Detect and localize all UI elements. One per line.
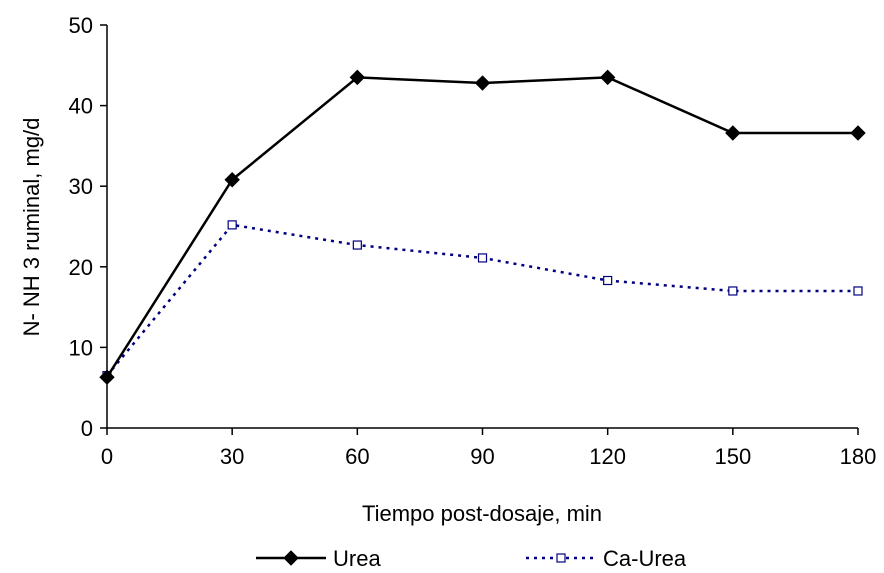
- legend-label-ca-urea: Ca-Urea: [603, 546, 687, 571]
- data-point-ca-urea: [853, 286, 863, 296]
- legend-item-urea: Urea: [256, 546, 381, 571]
- x-tick-label: 30: [220, 444, 244, 469]
- data-point-urea: [599, 69, 616, 86]
- y-tick-label: 40: [69, 94, 93, 119]
- series-line-ca-urea: [106, 223, 858, 377]
- legend-label-urea: Urea: [333, 546, 381, 571]
- data-point-ca-urea: [728, 286, 738, 296]
- data-point-urea: [349, 69, 366, 86]
- legend-marker-ca-urea: [556, 553, 566, 563]
- y-ticks: 0 10 20 30 40 50: [69, 13, 107, 441]
- series-layer: [99, 69, 866, 385]
- x-tick-label: 150: [714, 444, 751, 469]
- data-point-urea: [99, 369, 115, 385]
- data-point-urea: [850, 125, 866, 141]
- y-tick-label: 0: [81, 416, 93, 441]
- data-point-ca-urea: [603, 275, 613, 286]
- data-point-urea: [725, 125, 741, 141]
- series-line-urea: [105, 76, 858, 378]
- x-tick-label: 180: [840, 444, 877, 469]
- x-tick-label: 90: [470, 444, 494, 469]
- data-point-ca-urea: [227, 220, 237, 230]
- x-tick-label: 60: [345, 444, 369, 469]
- x-tick-label: 120: [589, 444, 626, 469]
- series-ca-urea: [102, 220, 863, 381]
- legend: Urea Ca-Urea: [256, 546, 687, 571]
- x-tick-label: 0: [101, 444, 113, 469]
- data-point-ca-urea: [477, 253, 488, 263]
- legend-marker-urea: [283, 550, 299, 566]
- y-axis-title: N- NH 3 ruminal, mg/d: [19, 118, 44, 337]
- y-tick-label: 50: [69, 13, 93, 38]
- data-point-ca-urea: [352, 240, 362, 250]
- x-ticks: 0 30 60 90 120 150 180: [101, 428, 876, 469]
- y-tick-label: 10: [69, 335, 93, 360]
- data-point-urea: [224, 172, 240, 188]
- y-tick-label: 30: [69, 174, 93, 199]
- y-tick-label: 20: [69, 255, 93, 280]
- series-urea: [99, 69, 866, 385]
- legend-item-ca-urea: Ca-Urea: [526, 546, 687, 571]
- x-axis-title: Tiempo post-dosaje, min: [362, 501, 602, 526]
- data-point-urea: [474, 75, 491, 91]
